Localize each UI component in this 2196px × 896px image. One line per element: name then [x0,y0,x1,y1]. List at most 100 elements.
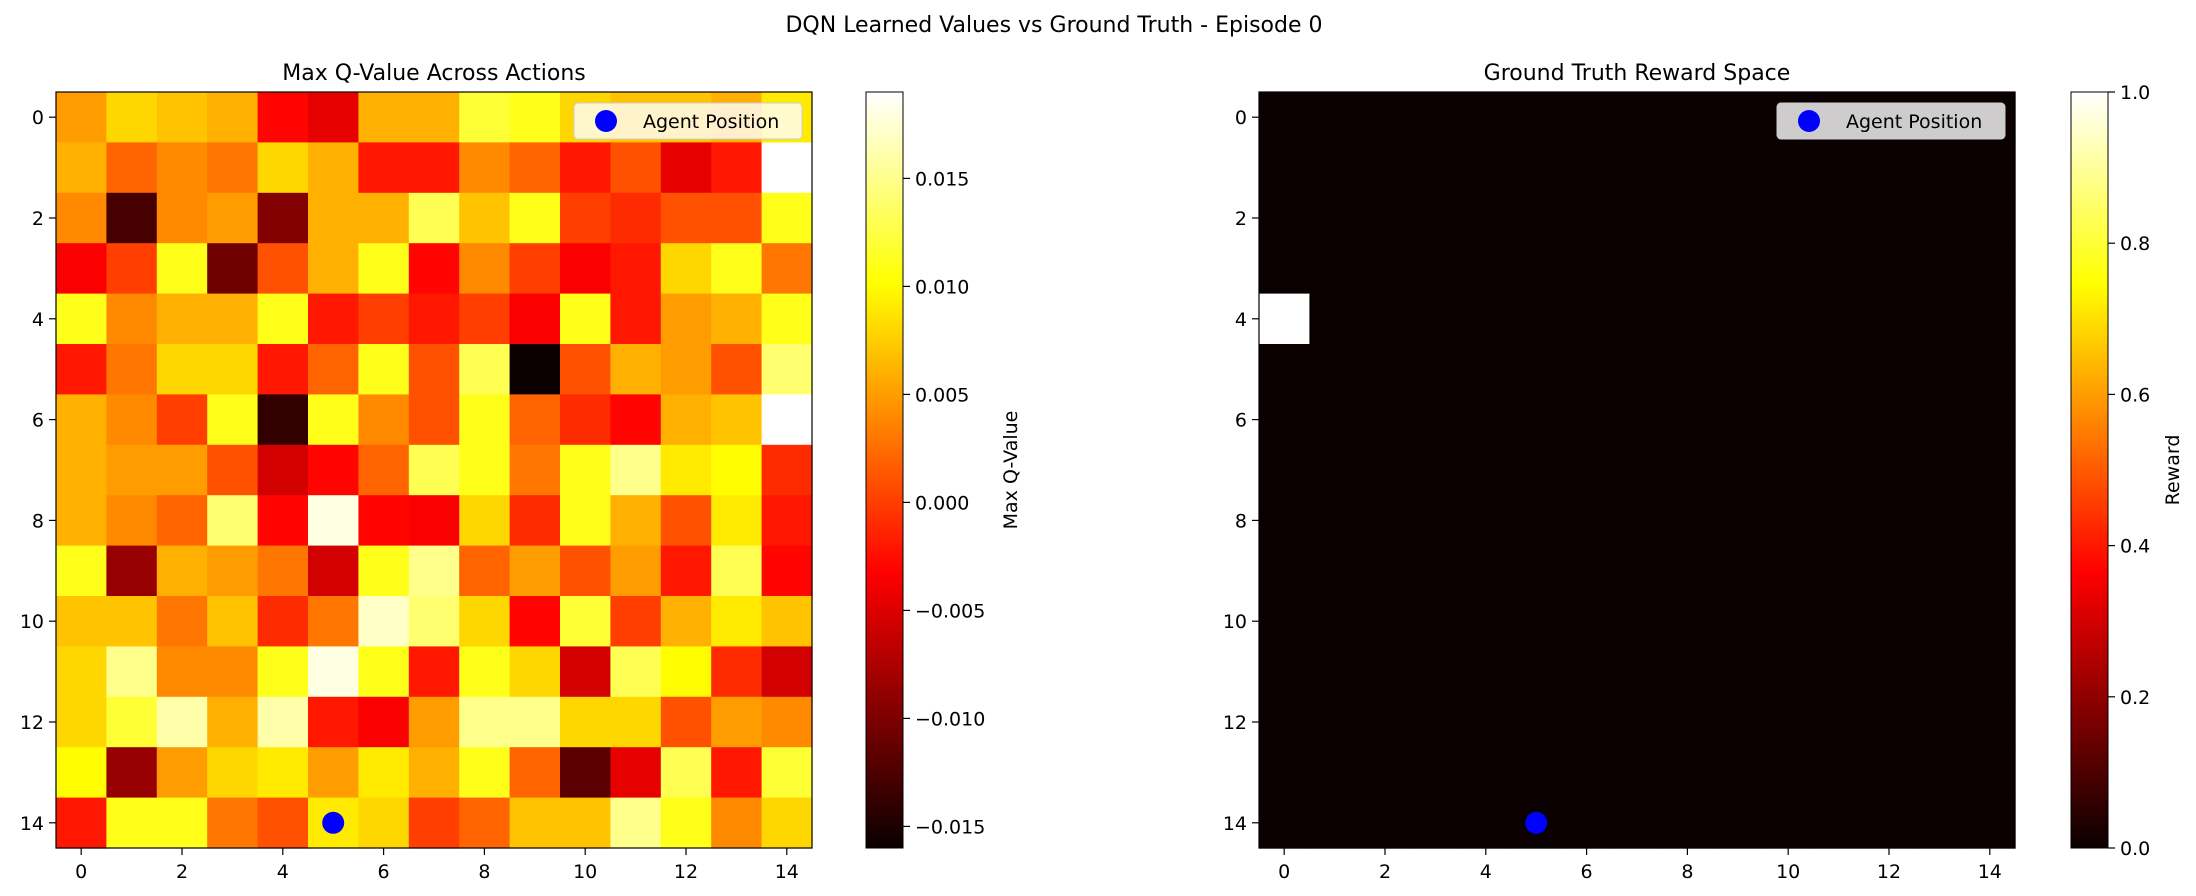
heatmap-cell [1410,596,1462,647]
heatmap-cell [308,495,359,547]
heatmap-cell [1662,696,1714,748]
heatmap-cell [761,293,813,345]
heatmap-cell [1259,444,1310,496]
x-tick-label: 4 [277,861,289,883]
heatmap-cell [257,696,309,748]
x-tick-label: 10 [573,861,597,883]
heatmap-cell [1410,646,1462,698]
heatmap-cell [257,394,309,446]
heatmap-cell [1813,293,1865,345]
heatmap-cell [106,495,158,547]
heatmap-cell [1813,444,1865,496]
heatmap-cell [408,495,460,547]
heatmap-cell [308,545,359,597]
heatmap-cell [1813,797,1865,849]
heatmap-cell [1914,192,1966,244]
colorbar-tick-label: −0.005 [915,600,985,622]
heatmap-cell [459,797,511,849]
plot-frame [1258,91,2016,849]
heatmap-cell [711,797,763,849]
heatmap-cell [1410,293,1462,345]
heatmap-cell [761,243,813,295]
heatmap-cell [1712,646,1764,698]
heatmap-cells [1259,92,2016,849]
heatmap-cell [1611,646,1663,698]
heatmap-cell [1410,394,1462,446]
heatmap-cell [56,646,107,698]
heatmap-cell [610,696,662,748]
heatmap-cell [1914,797,1966,849]
heatmap-cell [1359,646,1411,698]
heatmap-cell [1662,344,1714,395]
heatmap-cell [1410,696,1462,748]
heatmap-cell [358,596,410,647]
heatmap-cell [560,495,611,547]
panel-q-values: Max Q-Value Across Actions 0 2 4 6 8 10 12 14 0… [20,61,1022,883]
heatmap-cell [106,92,158,143]
heatmap-cell [1561,545,1613,597]
heatmap-cell [1611,192,1663,244]
legend-box [573,102,803,140]
y-tick-label: 8 [1235,510,1247,532]
heatmap-cell [560,192,611,244]
heatmap-cell [308,444,359,496]
heatmap-cell [1763,142,1814,194]
heatmap-cell [358,192,410,244]
heatmap-cell [560,344,611,395]
heatmap-cell [1863,596,1915,647]
colorbar-tick-label: 0.4 [2120,536,2150,558]
heatmap-cell [1712,797,1764,849]
heatmap-cell [610,192,662,244]
heatmap-cell [1460,495,1512,547]
heatmap-cell [560,394,611,446]
y-tick-label: 12 [1223,712,1247,734]
heatmap-cell [1561,596,1613,647]
heatmap-cells [56,92,813,849]
heatmap-cell [1611,797,1663,849]
heatmap-cell [308,696,359,748]
colorbar-tick-label: 0.2 [2120,687,2150,709]
heatmap-cell [156,142,208,194]
heatmap-cell [1410,192,1462,244]
heatmap-cell [106,344,158,395]
heatmap-cell [1511,495,1562,547]
heatmap-cell [1259,646,1310,698]
heatmap-cell [1259,495,1310,547]
heatmap-cell [610,797,662,849]
heatmap-cell [408,192,460,244]
heatmap-cell [1511,142,1562,194]
heatmap-cell [1914,495,1966,547]
heatmap-cell [761,394,813,446]
legend: Agent Position [1776,102,2006,140]
colorbar-label: Reward [2162,435,2184,506]
y-tick-label: 8 [32,510,44,532]
heatmap-cell [1561,646,1613,698]
heatmap-cell [1309,646,1361,698]
heatmap-cell [1359,495,1411,547]
heatmap-cell [257,444,309,496]
heatmap-cell [56,797,107,849]
colorbar-tick-label: 0.0 [2120,838,2150,860]
heatmap-cell [1662,545,1714,597]
heatmap-cell [207,747,259,799]
heatmap-cell [610,495,662,547]
heatmap-cell [408,394,460,446]
heatmap-cell [1863,797,1915,849]
heatmap-cell [509,646,561,698]
heatmap-cell [1763,243,1814,295]
heatmap-cell [761,444,813,496]
heatmap-cell [1863,243,1915,295]
heatmap-cell [56,545,107,597]
heatmap-cell [1914,646,1966,698]
heatmap-cell [156,394,208,446]
heatmap-cell [207,142,259,194]
heatmap-cell [1712,747,1764,799]
heatmap-cell [1763,747,1814,799]
heatmap-cell [1611,545,1663,597]
heatmap-cell [358,142,410,194]
heatmap-cell [56,495,107,547]
heatmap-cell [1259,293,1310,345]
heatmap-cell [1611,394,1663,446]
heatmap-cell [1561,394,1613,446]
heatmap-cell [660,142,712,194]
